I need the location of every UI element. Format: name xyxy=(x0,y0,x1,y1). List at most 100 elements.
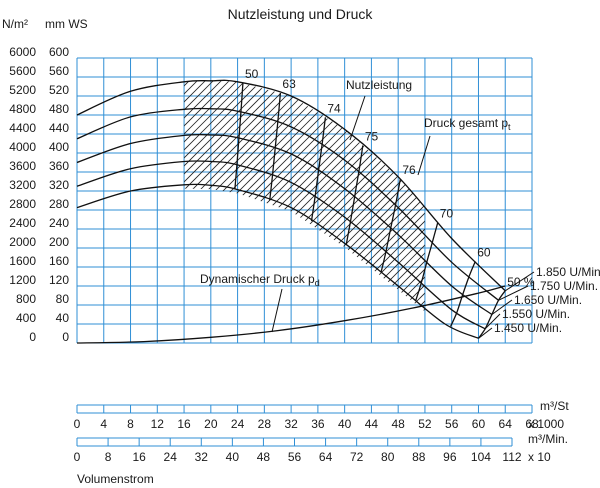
flow-axis-tick-label: 24 xyxy=(164,450,178,464)
flow-axis-tick-label: 64 xyxy=(499,417,513,431)
speed-label: 1.450 U/Min. xyxy=(494,321,562,335)
flow-axis-tick-label: 32 xyxy=(195,450,209,464)
flow-axis-tick-label: 24 xyxy=(231,417,245,431)
flow-axis-tick-label: 80 xyxy=(381,450,395,464)
pressure-curve xyxy=(76,107,499,301)
hatch-line xyxy=(184,80,299,312)
plot-grid xyxy=(76,57,533,344)
flow-axis-tick-label: 56 xyxy=(445,417,459,431)
flow-axis-tick-label: 44 xyxy=(365,417,379,431)
hatch-line xyxy=(184,80,425,312)
hatch-line xyxy=(257,80,425,312)
y-tick-label-pa: 5200 xyxy=(9,83,36,97)
y-tick-label-mmws: 440 xyxy=(49,121,69,135)
flow-axis-tick-label: 0 xyxy=(74,417,81,431)
y-tick-label-pa: 1200 xyxy=(9,273,36,287)
speed-label: 1.850 U/Min xyxy=(536,265,600,279)
y-tick-label-mmws: 120 xyxy=(49,273,69,287)
flow-axis-m3min-factor: x 10 xyxy=(528,450,551,464)
flow-axis-tick-label: 28 xyxy=(258,417,272,431)
y-tick-label-pa: 2000 xyxy=(9,235,36,249)
flow-axis-m3h: 0 4 8 12 16 20 24 28 32 36 40 44 48 52 56 60 64 68 xyxy=(74,404,539,431)
y-tick-label-mmws: 400 xyxy=(49,140,69,154)
flow-axis-tick-label: 16 xyxy=(177,417,191,431)
hatch-line xyxy=(184,80,425,312)
y-tick-label-mmws: 480 xyxy=(49,102,69,116)
y-tick-label-mmws: 80 xyxy=(56,292,70,306)
flow-axis-m3min-unit: m³/Min. xyxy=(528,432,568,446)
y-axis-unit-pa: N/m² xyxy=(2,17,28,31)
flow-axis-tick-label: 12 xyxy=(151,417,165,431)
hatch-line xyxy=(184,80,339,312)
hatch-line xyxy=(184,80,291,312)
annotation-group: Nutzleistung Druck gesamt pt Dynamischer… xyxy=(200,78,511,333)
y-tick-label-mmws: 40 xyxy=(56,311,70,325)
y-tick-label-pa: 4800 xyxy=(9,102,36,116)
annotation-druck-gesamt: Druck gesamt pt xyxy=(424,116,511,132)
speed-label-leader xyxy=(484,313,501,330)
annotation-dynamic-pressure: Dynamischer Druck pd xyxy=(200,272,320,288)
efficiency-line xyxy=(380,179,401,273)
hatch-line xyxy=(570,60,600,380)
annotation-nutzleistung: Nutzleistung xyxy=(346,78,412,92)
pressure-curve xyxy=(76,133,493,316)
flow-axis-m3h-factor: x 1000 xyxy=(528,417,564,431)
hatch-line xyxy=(562,60,600,380)
speed-label-leader xyxy=(498,285,529,301)
hatch-line xyxy=(201,80,425,312)
hatch-line xyxy=(184,80,243,312)
efficiency-line xyxy=(310,117,327,222)
efficiency-label: 70 xyxy=(440,206,454,220)
pressure-curve xyxy=(76,183,479,339)
hatch-line xyxy=(184,80,315,312)
hatch-line xyxy=(586,60,600,380)
flow-axis-tick-label: 48 xyxy=(257,450,271,464)
flow-axis-tick-label: 4 xyxy=(100,417,107,431)
y-tick-label-mmws: 320 xyxy=(49,178,69,192)
speed-label-leader xyxy=(491,299,513,315)
y-tick-label-pa: 1600 xyxy=(9,254,36,268)
flow-axis-tick-label: 40 xyxy=(226,450,240,464)
y-tick-label-pa: 3600 xyxy=(9,159,36,173)
hatch-line xyxy=(185,80,425,312)
y-axis-unit-mmws: mm WS xyxy=(45,17,88,31)
flow-axis-tick-label: 8 xyxy=(127,417,134,431)
dynamic-pressure-curve xyxy=(76,285,506,344)
efficiency-line xyxy=(234,83,244,190)
y-tick-label-pa: 800 xyxy=(16,292,36,306)
y-tick-label-mmws: 280 xyxy=(49,197,69,211)
y-tick-label-pa: 3200 xyxy=(9,178,36,192)
efficiency-label: 63 xyxy=(282,77,296,91)
y-tick-label-pa: 5600 xyxy=(9,64,36,78)
speed-label-leader xyxy=(478,327,493,339)
flow-axis-tick-label: 32 xyxy=(284,417,298,431)
pressure-curve xyxy=(76,160,486,330)
hatch-line xyxy=(225,80,425,312)
hatch-line xyxy=(184,80,283,312)
x-axis-label: Volumenstrom xyxy=(77,472,154,486)
hatch-line xyxy=(209,80,425,312)
speed-label: 1.650 U/Min. xyxy=(514,293,582,307)
annotation-druck-gesamt-leader xyxy=(417,135,431,176)
flow-axis-tick-label: 68 xyxy=(525,417,539,431)
y-tick-label-mmws: 360 xyxy=(49,159,69,173)
annotation-nutzleistung-leader xyxy=(349,95,366,141)
y-tick-label-pa: 2800 xyxy=(9,197,36,211)
hatch-line xyxy=(184,80,331,312)
hatch-line xyxy=(193,80,425,312)
flow-axis-tick-label: 88 xyxy=(412,450,426,464)
flow-axis-tick-label: 40 xyxy=(338,417,352,431)
flow-axis-m3h-unit: m³/St xyxy=(540,399,569,413)
annotation-dynamic-pressure-leader xyxy=(271,288,283,333)
hatch-line xyxy=(217,80,425,312)
flow-axis-tick-label: 96 xyxy=(443,450,457,464)
flow-axis-tick-label: 104 xyxy=(471,450,491,464)
flow-axis-m3min: 0 8 16 24 32 40 48 56 64 72 80 88 96 104 112 xyxy=(74,437,522,464)
y-tick-label-mmws: 240 xyxy=(49,216,69,230)
hatch-line xyxy=(353,80,425,312)
speed-label-leader xyxy=(504,271,535,292)
y-tick-label-mmws: 600 xyxy=(49,45,69,59)
hatch-line xyxy=(184,80,251,312)
